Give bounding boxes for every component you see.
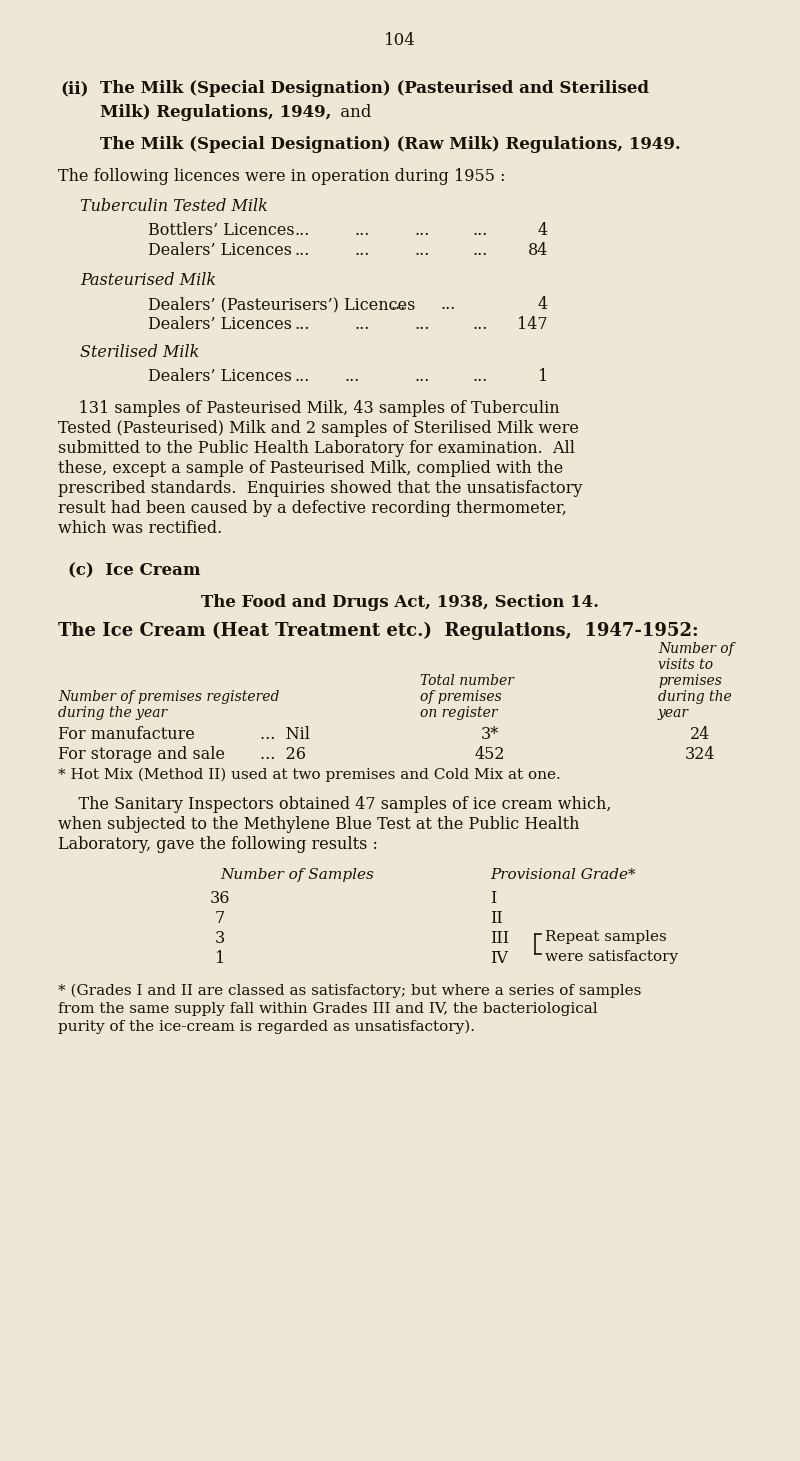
Text: these, except a sample of Pasteurised Milk, complied with the: these, except a sample of Pasteurised Mi…: [58, 460, 563, 476]
Text: 24: 24: [690, 726, 710, 744]
Text: ...: ...: [415, 243, 430, 259]
Text: were satisfactory: were satisfactory: [545, 950, 678, 964]
Text: Tested (Pasteurised) Milk and 2 samples of Sterilised Milk were: Tested (Pasteurised) Milk and 2 samples …: [58, 419, 579, 437]
Text: ...: ...: [440, 297, 455, 313]
Text: Repeat samples: Repeat samples: [545, 931, 666, 944]
Text: ...: ...: [345, 368, 360, 386]
Text: premises: premises: [658, 674, 722, 688]
Text: Dealers’ Licences: Dealers’ Licences: [148, 243, 292, 259]
Text: ...: ...: [390, 297, 406, 313]
Text: 1: 1: [215, 950, 225, 967]
Text: ...: ...: [473, 368, 488, 386]
Text: (ii): (ii): [60, 80, 89, 96]
Text: result had been caused by a defective recording thermometer,: result had been caused by a defective re…: [58, 500, 567, 517]
Text: Dealers’ Licences: Dealers’ Licences: [148, 316, 292, 333]
Text: Provisional Grade*: Provisional Grade*: [490, 868, 636, 882]
Text: 104: 104: [384, 32, 416, 50]
Text: * Hot Mix (Method II) used at two premises and Cold Mix at one.: * Hot Mix (Method II) used at two premis…: [58, 768, 561, 783]
Text: * (Grades I and II are classed as satisfactory; but where a series of samples: * (Grades I and II are classed as satisf…: [58, 985, 642, 998]
Text: ...: ...: [473, 222, 488, 240]
Text: ...: ...: [473, 243, 488, 259]
Text: 3*: 3*: [481, 726, 499, 744]
Text: The Milk (Special Designation) (Raw Milk) Regulations, 1949.: The Milk (Special Designation) (Raw Milk…: [100, 136, 681, 153]
Text: 324: 324: [685, 747, 715, 763]
Text: IV: IV: [490, 950, 508, 967]
Text: Pasteurised Milk: Pasteurised Milk: [80, 272, 216, 289]
Text: on register: on register: [420, 706, 498, 720]
Text: 147: 147: [518, 316, 548, 333]
Text: prescribed standards.  Enquiries showed that the unsatisfactory: prescribed standards. Enquiries showed t…: [58, 481, 582, 497]
Text: of premises: of premises: [420, 690, 502, 704]
Text: For storage and sale: For storage and sale: [58, 747, 225, 763]
Text: Number of: Number of: [658, 641, 734, 656]
Text: 4: 4: [538, 222, 548, 240]
Text: Number of premises registered: Number of premises registered: [58, 690, 279, 704]
Text: The Food and Drugs Act, 1938, Section 14.: The Food and Drugs Act, 1938, Section 14…: [201, 595, 599, 611]
Text: 7: 7: [215, 910, 225, 926]
Text: 3: 3: [215, 931, 225, 947]
Text: purity of the ice-cream is regarded as unsatisfactory).: purity of the ice-cream is regarded as u…: [58, 1020, 475, 1034]
Text: For manufacture: For manufacture: [58, 726, 195, 744]
Text: (c)  Ice Cream: (c) Ice Cream: [68, 562, 201, 579]
Text: year: year: [658, 706, 689, 720]
Text: when subjected to the Methylene Blue Test at the Public Health: when subjected to the Methylene Blue Tes…: [58, 817, 579, 833]
Text: visits to: visits to: [658, 657, 713, 672]
Text: ...: ...: [415, 222, 430, 240]
Text: 1: 1: [538, 368, 548, 386]
Text: which was rectified.: which was rectified.: [58, 520, 222, 538]
Text: Number of Samples: Number of Samples: [220, 868, 374, 882]
Text: 36: 36: [210, 890, 230, 907]
Text: Bottlers’ Licences: Bottlers’ Licences: [148, 222, 294, 240]
Text: Total number: Total number: [420, 674, 514, 688]
Text: 4: 4: [538, 297, 548, 313]
Text: ...: ...: [415, 316, 430, 333]
Text: from the same supply fall within Grades III and IV, the bacteriological: from the same supply fall within Grades …: [58, 1002, 598, 1015]
Text: Tuberculin Tested Milk: Tuberculin Tested Milk: [80, 199, 268, 215]
Text: submitted to the Public Health Laboratory for examination.  All: submitted to the Public Health Laborator…: [58, 440, 575, 457]
Text: and: and: [335, 104, 371, 121]
Text: Milk) Regulations, 1949,: Milk) Regulations, 1949,: [100, 104, 331, 121]
Text: ...  Nil: ... Nil: [260, 726, 310, 744]
Text: ...  26: ... 26: [260, 747, 306, 763]
Text: ...: ...: [295, 222, 310, 240]
Text: Sterilised Milk: Sterilised Milk: [80, 343, 199, 361]
Text: ...: ...: [355, 222, 370, 240]
Text: Dealers’ Licences: Dealers’ Licences: [148, 368, 292, 386]
Text: Dealers’ (Pasteurisers’) Licences: Dealers’ (Pasteurisers’) Licences: [148, 297, 415, 313]
Text: 84: 84: [528, 243, 548, 259]
Text: ...: ...: [355, 316, 370, 333]
Text: ...: ...: [295, 316, 310, 333]
Text: II: II: [490, 910, 502, 926]
Text: ...: ...: [415, 368, 430, 386]
Text: 131 samples of Pasteurised Milk, 43 samples of Tuberculin: 131 samples of Pasteurised Milk, 43 samp…: [58, 400, 560, 416]
Text: ...: ...: [473, 316, 488, 333]
Text: I: I: [490, 890, 496, 907]
Text: Laboratory, gave the following results :: Laboratory, gave the following results :: [58, 836, 378, 853]
Text: The Milk (Special Designation) (Pasteurised and Sterilised: The Milk (Special Designation) (Pasteuri…: [100, 80, 649, 96]
Text: The following licences were in operation during 1955 :: The following licences were in operation…: [58, 168, 506, 186]
Text: ...: ...: [295, 243, 310, 259]
Text: 452: 452: [474, 747, 506, 763]
Text: ...: ...: [355, 243, 370, 259]
Text: during the year: during the year: [58, 706, 167, 720]
Text: The Ice Cream (Heat Treatment etc.)  Regulations,  1947-1952:: The Ice Cream (Heat Treatment etc.) Regu…: [58, 622, 698, 640]
Text: III: III: [490, 931, 509, 947]
Text: during the: during the: [658, 690, 732, 704]
Text: The Sanitary Inspectors obtained 47 samples of ice cream which,: The Sanitary Inspectors obtained 47 samp…: [58, 796, 611, 812]
Text: ...: ...: [295, 368, 310, 386]
